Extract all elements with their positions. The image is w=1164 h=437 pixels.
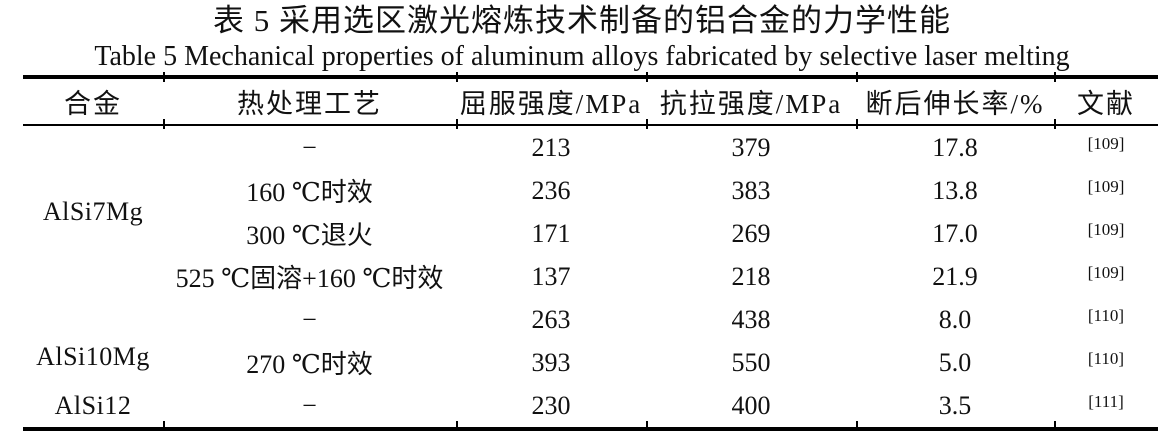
column-header-yield-strength: 屈服强度/MPa bbox=[456, 77, 646, 126]
tensile-strength-cell: 269 bbox=[731, 218, 771, 248]
table-row: AlSi7Mg − 213 379 17.8 [109] bbox=[23, 125, 1158, 227]
tensile-strength-cell: 218 bbox=[731, 261, 771, 291]
treatment-cell: 160 ℃时效 bbox=[246, 178, 373, 207]
elongation-cell: 5.0 bbox=[938, 347, 972, 377]
column-header-tensile-strength: 抗拉强度/MPa bbox=[646, 77, 856, 126]
yield-strength-cell: 137 bbox=[531, 261, 571, 291]
elongation-cell: 17.0 bbox=[932, 218, 978, 248]
reference-cell: [109] bbox=[1054, 169, 1158, 212]
treatment-cell: 270 ℃时效 bbox=[246, 350, 373, 379]
column-divider-tick bbox=[163, 72, 165, 82]
reference-cell: [109] bbox=[1054, 125, 1158, 169]
reference-citation: [111] bbox=[1088, 391, 1124, 411]
reference-cell: [110] bbox=[1054, 341, 1158, 384]
mechanical-properties-table: 合金 热处理工艺 屈服强度/MPa 抗拉强度/MPa 断后伸长率/% 文献 Al… bbox=[23, 75, 1158, 431]
tensile-strength-cell: 379 bbox=[731, 132, 771, 162]
column-divider-tick bbox=[163, 119, 165, 129]
elongation-cell: 13.8 bbox=[932, 175, 978, 205]
elongation-cell: 8.0 bbox=[938, 304, 972, 334]
table-row: AlSi10Mg − 263 438 8.0 [110] bbox=[23, 298, 1158, 372]
column-divider-tick bbox=[456, 72, 458, 82]
column-divider-tick bbox=[646, 421, 648, 431]
column-divider-tick bbox=[163, 421, 165, 431]
yield-strength-cell: 213 bbox=[531, 132, 571, 162]
reference-citation: [109] bbox=[1087, 133, 1125, 153]
column-divider-tick bbox=[646, 119, 648, 129]
yield-strength-cell: 230 bbox=[531, 390, 571, 420]
reference-citation: [109] bbox=[1087, 219, 1125, 239]
column-divider-tick bbox=[1054, 421, 1056, 431]
treatment-cell: − bbox=[302, 132, 317, 162]
column-divider-tick bbox=[856, 119, 858, 129]
yield-strength-cell: 393 bbox=[531, 347, 571, 377]
column-header-heat-treatment: 热处理工艺 bbox=[163, 77, 456, 126]
alloy-cell: AlSi10Mg bbox=[36, 342, 150, 371]
elongation-cell: 21.9 bbox=[932, 261, 978, 291]
tensile-strength-cell: 383 bbox=[731, 175, 771, 205]
table-row: 160 ℃时效 236 383 13.8 [109] bbox=[23, 169, 1158, 212]
yield-strength-cell: 171 bbox=[531, 218, 571, 248]
reference-citation: [110] bbox=[1087, 305, 1125, 325]
table-row: AlSi12 − 230 400 3.5 [111] bbox=[23, 384, 1158, 429]
column-divider-tick bbox=[1054, 72, 1056, 82]
treatment-cell: 525 ℃固溶+160 ℃时效 bbox=[175, 264, 444, 293]
column-header-reference: 文献 bbox=[1054, 77, 1158, 126]
yield-strength-cell: 236 bbox=[531, 175, 571, 205]
alloy-cell: AlSi7Mg bbox=[42, 197, 144, 226]
table-row: 300 ℃退火 171 269 17.0 [109] bbox=[23, 212, 1158, 255]
reference-cell: [111] bbox=[1054, 384, 1158, 429]
tensile-strength-cell: 550 bbox=[731, 347, 771, 377]
column-divider-tick bbox=[856, 421, 858, 431]
alloy-cell: AlSi12 bbox=[54, 390, 132, 420]
table-row: 525 ℃固溶+160 ℃时效 137 218 21.9 [109] bbox=[23, 255, 1158, 298]
reference-cell: [109] bbox=[1054, 212, 1158, 255]
table-title-english: Table 5 Mechanical properties of aluminu… bbox=[94, 41, 1070, 72]
column-divider-tick bbox=[1054, 119, 1056, 129]
table-row: 270 ℃时效 393 550 5.0 [110] bbox=[23, 341, 1158, 384]
table-wrapper: 合金 热处理工艺 屈服强度/MPa 抗拉强度/MPa 断后伸长率/% 文献 Al… bbox=[23, 72, 1158, 431]
tensile-strength-cell: 400 bbox=[731, 390, 771, 420]
elongation-cell: 17.8 bbox=[932, 132, 978, 162]
table-title-chinese: 表 5 采用选区激光熔炼技术制备的铝合金的力学性能 bbox=[213, 3, 951, 38]
reference-cell: [110] bbox=[1054, 298, 1158, 341]
column-header-elongation: 断后伸长率/% bbox=[856, 77, 1054, 126]
treatment-cell: − bbox=[302, 390, 317, 420]
column-divider-tick bbox=[456, 119, 458, 129]
column-header-alloy: 合金 bbox=[23, 77, 163, 126]
treatment-cell: 300 ℃退火 bbox=[246, 221, 373, 250]
column-divider-tick bbox=[646, 72, 648, 82]
column-divider-tick bbox=[856, 72, 858, 82]
elongation-cell: 3.5 bbox=[938, 390, 972, 420]
reference-citation: [109] bbox=[1087, 262, 1125, 282]
header-row: 合金 热处理工艺 屈服强度/MPa 抗拉强度/MPa 断后伸长率/% 文献 bbox=[23, 77, 1158, 126]
tensile-strength-cell: 438 bbox=[731, 304, 771, 334]
reference-cell: [109] bbox=[1054, 255, 1158, 298]
column-divider-tick bbox=[456, 421, 458, 431]
reference-citation: [109] bbox=[1087, 176, 1125, 196]
treatment-cell: − bbox=[302, 304, 317, 334]
yield-strength-cell: 263 bbox=[531, 304, 571, 334]
reference-citation: [110] bbox=[1087, 348, 1125, 368]
